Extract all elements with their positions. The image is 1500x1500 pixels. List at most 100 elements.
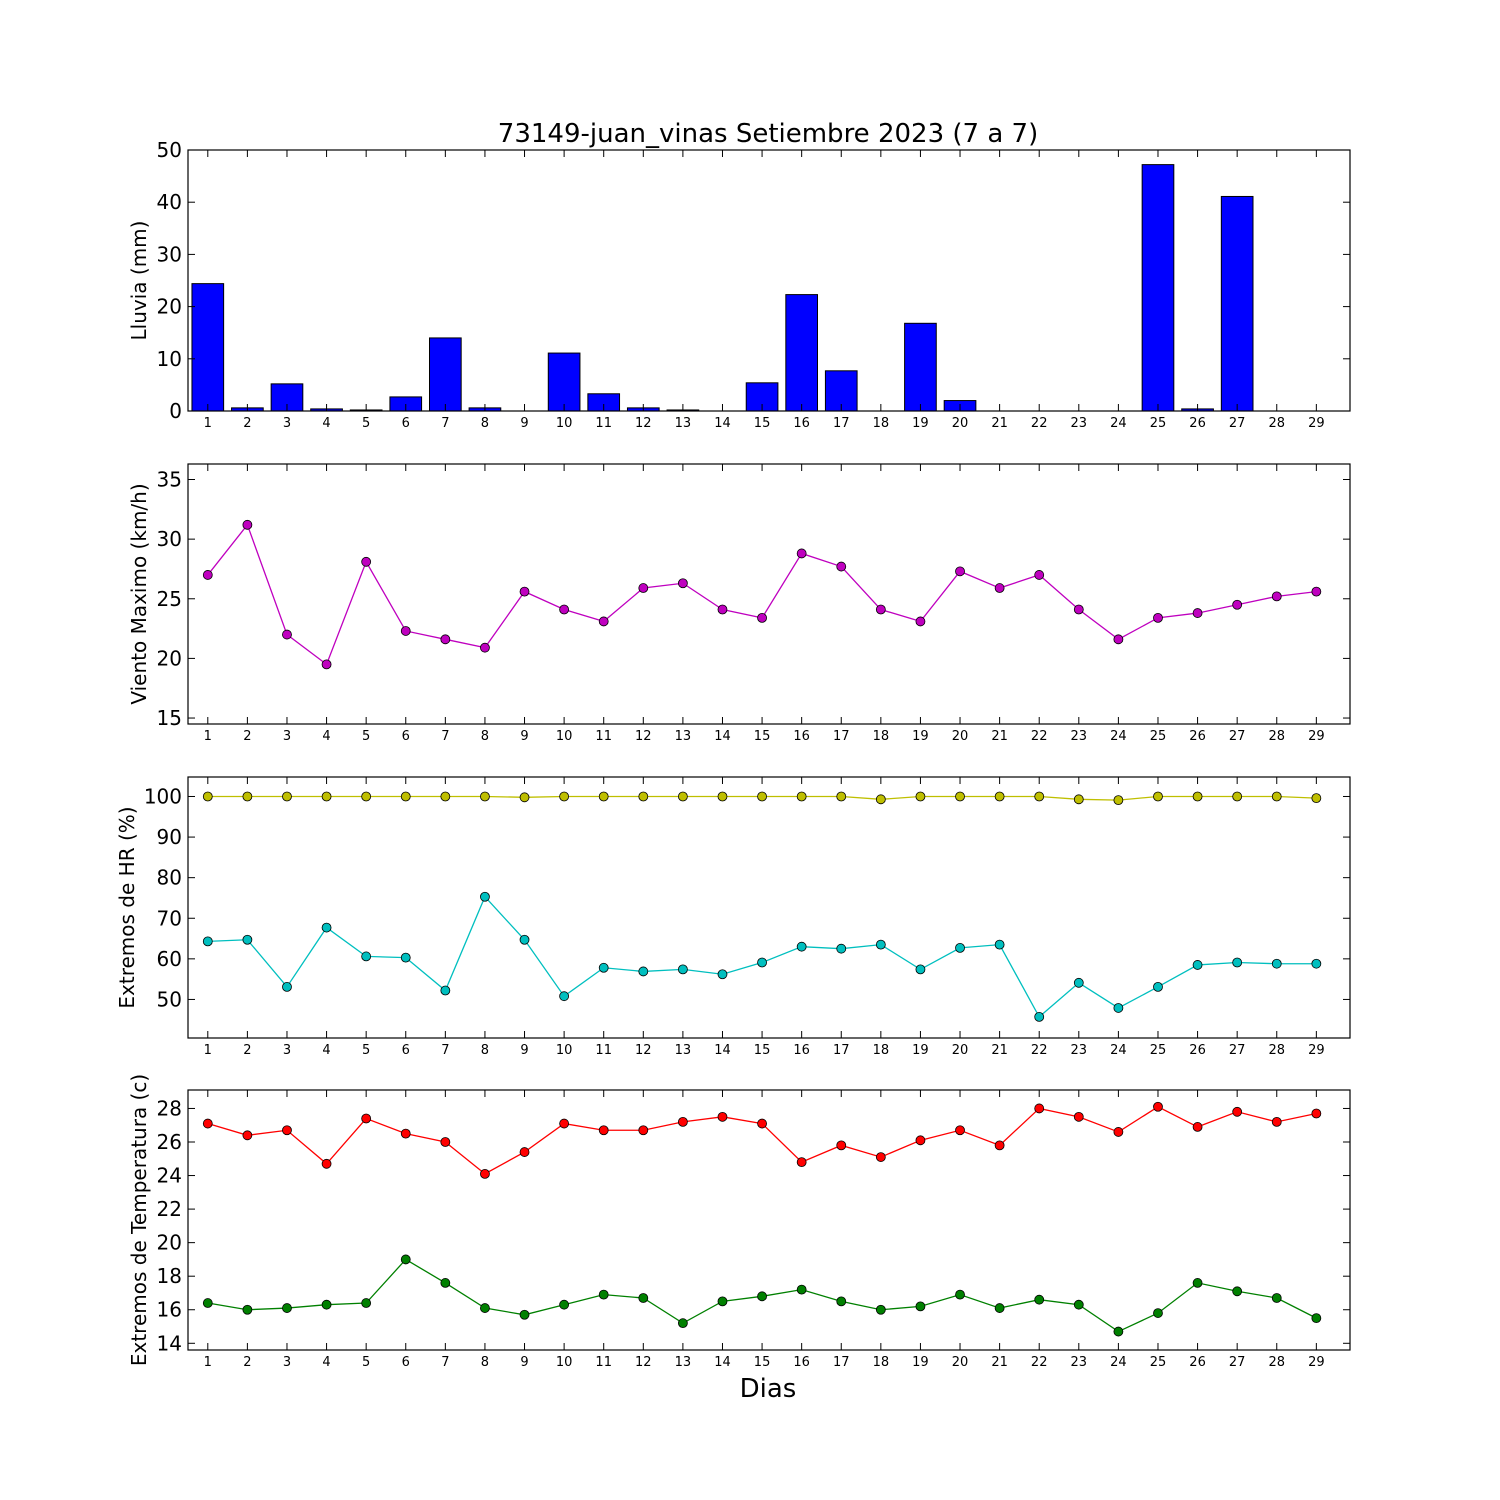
- series-2-point: [519, 1309, 530, 1320]
- x-tick-label: 15: [754, 1043, 771, 1058]
- bar-day-25: [1141, 164, 1175, 412]
- series-1-point: [598, 1125, 609, 1136]
- series-1-point: [282, 629, 292, 640]
- series-1-point: [519, 586, 530, 597]
- x-tick-label: 18: [873, 729, 890, 744]
- series-2-point: [677, 964, 688, 975]
- series-2-point: [202, 1298, 213, 1308]
- series-2-point: [915, 964, 926, 975]
- x-tick-label: 19: [912, 729, 929, 744]
- x-tick-label: 16: [793, 1043, 810, 1058]
- series-2-point: [1034, 1011, 1045, 1022]
- x-tick-label: 2: [243, 416, 251, 431]
- x-tick-label: 3: [283, 1355, 291, 1370]
- series-2-point: [875, 1304, 886, 1315]
- series-2-point: [1192, 960, 1203, 970]
- series-1-point: [717, 791, 728, 802]
- x-tick-label: 5: [362, 416, 370, 431]
- x-tick-label: 14: [714, 1043, 731, 1058]
- x-tick-label: 20: [952, 729, 969, 744]
- x-tick-label: 15: [754, 416, 771, 431]
- x-tick-label: 7: [441, 416, 449, 431]
- series-2-point: [242, 934, 253, 945]
- chart-title: 73149-juan_vinas Setiembre 2023 (7 a 7): [498, 119, 1038, 149]
- x-tick-label: 18: [873, 1043, 890, 1058]
- y-tick-label: 25: [157, 587, 182, 611]
- series-2-point: [994, 939, 1005, 950]
- x-tick-label: 11: [595, 1043, 612, 1058]
- series-2-point: [757, 957, 767, 968]
- series-1-point: [1311, 1108, 1322, 1119]
- y-axis-label: Extremos de HR (%): [115, 806, 139, 1008]
- series-2-point: [1192, 1278, 1203, 1288]
- x-tick-label: 23: [1071, 1355, 1088, 1370]
- x-tick-label: 2: [243, 1043, 251, 1058]
- x-tick-label: 19: [912, 416, 929, 431]
- series-1-point: [1192, 1122, 1203, 1132]
- y-tick-label: 70: [157, 906, 182, 930]
- x-tick-label: 21: [991, 729, 1008, 744]
- x-tick-label: 13: [675, 729, 692, 744]
- series-1-point: [1113, 795, 1124, 806]
- y-tick-label: 26: [157, 1130, 182, 1154]
- series-1-point: [875, 604, 886, 615]
- series-1-point: [915, 616, 926, 627]
- y-tick-label: 90: [157, 825, 182, 849]
- x-tick-label: 21: [991, 1043, 1008, 1058]
- series-2-point: [400, 1254, 411, 1265]
- x-tick-label: 4: [322, 416, 330, 431]
- x-tick-label: 24: [1110, 1355, 1127, 1370]
- x-tick-label: 7: [441, 729, 449, 744]
- series-2-point: [1153, 981, 1163, 992]
- x-axis-label: Dias: [740, 1374, 797, 1404]
- series-1-point: [915, 1135, 926, 1146]
- series-2-point: [757, 1291, 767, 1302]
- y-tick-label: 30: [157, 242, 182, 266]
- series-2-point: [321, 922, 332, 933]
- y-tick-label: 18: [157, 1264, 182, 1288]
- series-1-point: [519, 792, 530, 803]
- x-tick-label: 29: [1308, 1355, 1325, 1370]
- y-tick-label: 80: [157, 866, 182, 890]
- series-1-point: [480, 642, 490, 653]
- x-tick-label: 26: [1189, 1043, 1206, 1058]
- y-tick-label: 22: [157, 1197, 182, 1221]
- series-2-point: [598, 1289, 609, 1300]
- series-1-point: [361, 1113, 372, 1124]
- series-2-point: [480, 1303, 490, 1313]
- x-tick-label: 1: [204, 729, 212, 744]
- x-tick-label: 8: [481, 416, 489, 431]
- series-1-point: [1271, 1116, 1282, 1127]
- series-1-point: [875, 794, 886, 805]
- series-1-point: [1034, 1103, 1045, 1114]
- bar-day-10: [547, 352, 581, 412]
- series-2-point: [1153, 1308, 1163, 1318]
- series-1-point: [796, 791, 807, 802]
- x-tick-label: 21: [991, 416, 1008, 431]
- series-2-point: [321, 1299, 332, 1310]
- series-1-line: [207, 523, 1317, 666]
- series-2-point: [361, 1298, 372, 1308]
- series-1-point: [1153, 791, 1163, 802]
- series-1-point: [717, 604, 728, 615]
- x-tick-label: 4: [322, 729, 330, 744]
- plot-frame: [187, 149, 1351, 412]
- series-2-point: [559, 991, 570, 1002]
- x-tick-label: 1: [204, 416, 212, 431]
- x-tick-label: 3: [283, 416, 291, 431]
- series-2-point: [677, 1318, 688, 1329]
- x-tick-label: 28: [1268, 416, 1285, 431]
- plot-frame: [187, 463, 1351, 725]
- series-2-point: [361, 951, 372, 962]
- x-tick-label: 27: [1229, 1355, 1246, 1370]
- series-1-point: [1232, 599, 1243, 610]
- series-2-point: [1073, 1299, 1084, 1310]
- bar-day-19: [904, 322, 937, 412]
- y-tick-label: 100: [144, 784, 182, 808]
- series-1-point: [1073, 604, 1084, 615]
- x-tick-label: 28: [1268, 1043, 1285, 1058]
- x-tick-label: 17: [833, 416, 850, 431]
